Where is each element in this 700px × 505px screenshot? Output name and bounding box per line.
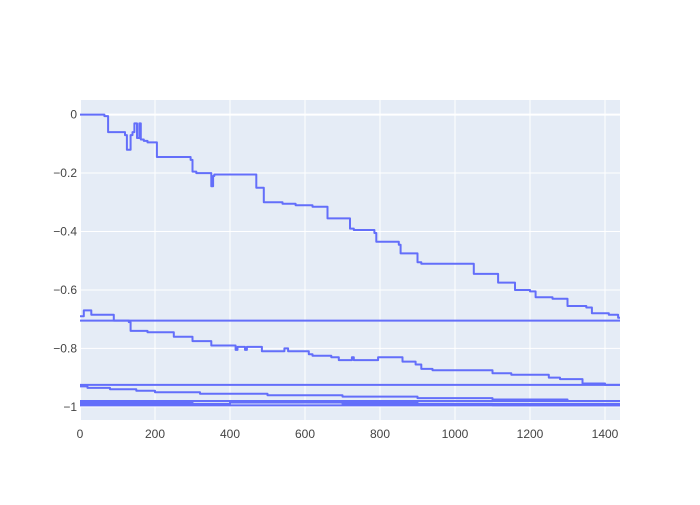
y-tick-label: −0.4 bbox=[53, 225, 77, 239]
x-tick-label: 0 bbox=[77, 427, 84, 441]
grid-lines bbox=[79, 100, 620, 420]
y-tick-label: −1 bbox=[63, 400, 77, 414]
series-line-3 bbox=[80, 309, 620, 386]
y-tick-label: 0 bbox=[70, 108, 77, 122]
x-tick-label: 1000 bbox=[442, 427, 469, 441]
x-axis-ticks: 0 200 400 600 800 1000 1200 1400 bbox=[77, 427, 619, 441]
x-tick-label: 200 bbox=[145, 427, 165, 441]
series-line-1 bbox=[80, 113, 620, 319]
x-tick-label: 1400 bbox=[592, 427, 619, 441]
y-tick-label: −0.2 bbox=[53, 166, 77, 180]
plot-background bbox=[80, 100, 620, 420]
x-tick-label: 1200 bbox=[517, 427, 544, 441]
y-tick-label: −0.6 bbox=[53, 283, 77, 297]
y-axis-ticks: 0 −0.2 −0.4 −0.6 −0.8 −1 bbox=[53, 108, 77, 414]
series-line-5 bbox=[80, 385, 620, 402]
x-tick-label: 800 bbox=[370, 427, 390, 441]
x-tick-label: 400 bbox=[220, 427, 240, 441]
series-lines bbox=[80, 113, 620, 407]
x-tick-label: 600 bbox=[295, 427, 315, 441]
y-tick-label: −0.8 bbox=[53, 341, 77, 355]
